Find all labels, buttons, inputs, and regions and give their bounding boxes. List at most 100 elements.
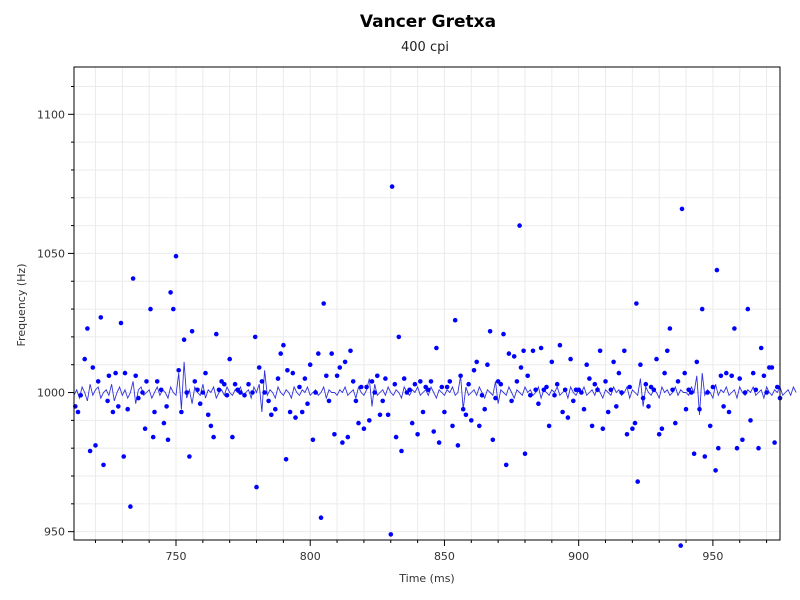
data-point <box>530 348 536 354</box>
data-point <box>546 423 552 429</box>
data-point <box>369 379 375 384</box>
data-point <box>407 387 412 393</box>
data-point <box>189 329 195 334</box>
data-point <box>624 432 630 437</box>
data-point <box>447 379 453 384</box>
data-point <box>710 384 716 390</box>
data-point <box>506 351 512 356</box>
data-point <box>380 398 386 404</box>
data-point <box>161 420 167 426</box>
data-point <box>614 404 619 409</box>
data-point <box>262 390 267 395</box>
data-point <box>173 253 179 259</box>
data-point <box>393 434 399 440</box>
data-point <box>345 434 351 440</box>
data-point <box>372 390 378 395</box>
data-point <box>753 387 759 393</box>
data-point <box>252 334 258 340</box>
grid <box>74 67 780 540</box>
data-point <box>116 404 121 409</box>
data-point <box>656 432 662 437</box>
data-point <box>142 426 148 432</box>
data-point <box>101 462 106 468</box>
data-point <box>452 317 458 323</box>
data-point <box>619 390 624 395</box>
data-point <box>428 379 434 384</box>
data-point <box>350 379 356 384</box>
data-point <box>401 376 407 381</box>
data-point <box>214 331 219 337</box>
data-point <box>259 379 265 384</box>
data-point <box>579 390 584 395</box>
data-point <box>269 412 274 418</box>
data-point <box>640 395 646 401</box>
data-point <box>334 373 340 379</box>
data-point <box>82 356 87 362</box>
line-series <box>73 361 797 415</box>
data-point <box>471 368 477 373</box>
data-point <box>316 351 321 356</box>
data-point <box>310 437 316 443</box>
data-point <box>769 365 775 370</box>
data-point <box>106 373 112 379</box>
data-point <box>158 387 164 393</box>
data-point <box>568 356 573 362</box>
data-point <box>552 393 557 398</box>
data-point <box>332 432 337 437</box>
data-point <box>340 440 345 445</box>
data-point <box>718 373 724 379</box>
data-point <box>764 390 769 395</box>
data-point <box>87 448 93 454</box>
data-point <box>93 443 98 448</box>
data-point <box>525 373 530 379</box>
data-point <box>670 387 675 393</box>
data-point <box>458 373 463 379</box>
data-point <box>528 393 533 398</box>
data-point <box>250 390 255 395</box>
moving-average-line <box>73 361 797 415</box>
data-point <box>164 404 169 409</box>
data-point <box>514 379 520 384</box>
data-point <box>122 370 128 376</box>
data-point <box>256 365 262 370</box>
data-point <box>95 379 101 384</box>
data-point <box>750 370 756 376</box>
data-point <box>399 448 404 454</box>
data-point <box>691 451 697 457</box>
data-point <box>740 437 745 443</box>
data-point <box>278 351 284 356</box>
data-point <box>605 409 611 415</box>
data-point <box>293 415 298 420</box>
data-point <box>509 398 514 404</box>
data-point <box>367 418 372 423</box>
data-point <box>734 445 740 451</box>
data-point <box>533 387 538 393</box>
data-point <box>518 365 524 370</box>
data-point <box>635 479 640 484</box>
data-point <box>474 359 480 365</box>
data-point <box>113 370 118 376</box>
data-point <box>724 370 729 376</box>
data-point <box>732 326 737 331</box>
data-point <box>356 420 361 426</box>
data-point <box>490 437 496 443</box>
data-point <box>557 342 563 348</box>
data-point <box>444 384 450 390</box>
data-point <box>205 412 211 418</box>
data-point <box>544 384 549 390</box>
data-point <box>227 356 232 362</box>
data-point <box>187 454 192 459</box>
data-point <box>208 423 214 429</box>
data-point <box>662 370 667 376</box>
data-point <box>287 409 293 415</box>
data-point <box>184 390 189 395</box>
data-point <box>396 334 402 340</box>
x-tick-label: 750 <box>166 550 187 563</box>
data-point <box>554 381 560 387</box>
data-point <box>683 406 689 412</box>
data-point <box>171 306 176 312</box>
data-point <box>682 370 687 376</box>
data-point <box>646 404 651 409</box>
data-point <box>565 415 571 420</box>
